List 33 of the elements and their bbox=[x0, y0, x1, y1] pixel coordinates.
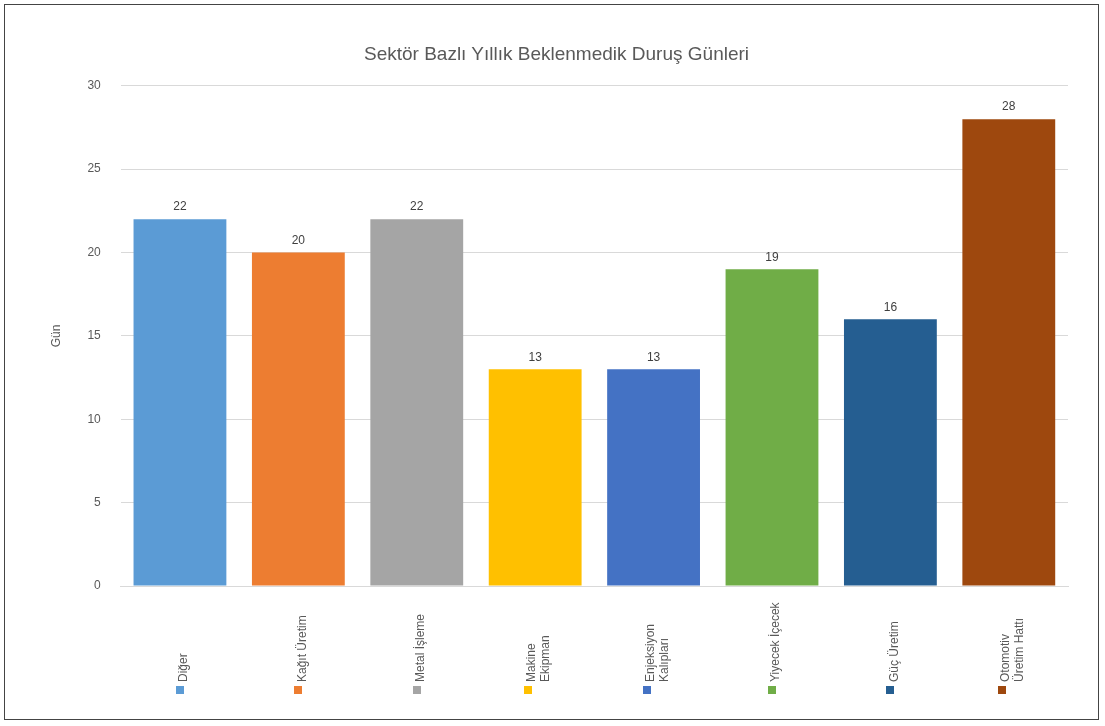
bar bbox=[488, 369, 582, 586]
bar bbox=[962, 119, 1056, 586]
bar bbox=[251, 252, 345, 586]
data-label: 16 bbox=[883, 299, 898, 314]
x-tick-label: Kağıt Üretim bbox=[294, 615, 309, 682]
data-label: 22 bbox=[410, 199, 424, 214]
data-label: 13 bbox=[528, 349, 543, 364]
bar bbox=[133, 219, 227, 586]
bar bbox=[725, 269, 819, 586]
data-label: 13 bbox=[646, 349, 661, 364]
bar bbox=[843, 319, 937, 586]
data-label: 22 bbox=[173, 199, 187, 214]
bar bbox=[370, 219, 464, 586]
y-tick-label: 0 bbox=[94, 578, 102, 593]
x-tick-label: Diğer bbox=[176, 653, 191, 682]
y-tick-label: 15 bbox=[87, 328, 102, 343]
y-tick-label: 20 bbox=[87, 244, 102, 259]
y-tick-label: 30 bbox=[87, 78, 102, 93]
bar bbox=[607, 369, 700, 586]
y-tick-label: 10 bbox=[87, 411, 102, 426]
chart-title: Sektör Bazlı Yıllık Beklenmedik Duruş Günleri bbox=[363, 42, 750, 64]
x-tick-label: Metal İşleme bbox=[413, 613, 428, 682]
x-tick-label: Güç Üretim bbox=[886, 621, 901, 682]
y-tick-label: 5 bbox=[94, 494, 102, 509]
y-axis-title: Gün bbox=[48, 324, 63, 348]
x-tick-label: Otomotiv Üretim Hattı bbox=[998, 617, 1027, 682]
y-tick-label: 25 bbox=[87, 161, 102, 176]
data-label: 20 bbox=[291, 232, 306, 247]
x-tick-label: Yiyecek İçecek bbox=[768, 601, 783, 682]
data-label: 28 bbox=[1002, 99, 1016, 114]
x-tick-label: Enjeksiyon Kalıpları bbox=[642, 623, 671, 682]
x-tick-label: Makine Ekipman bbox=[524, 635, 553, 682]
data-label: 19 bbox=[765, 249, 779, 264]
